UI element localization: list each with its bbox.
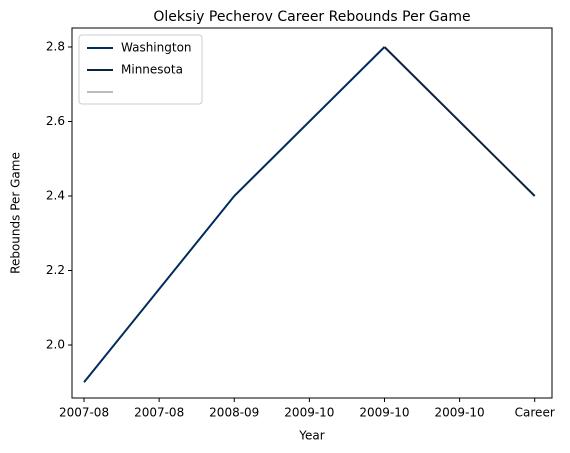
y-tick-label: 2.0 [46, 337, 65, 351]
legend-label: Minnesota [121, 63, 183, 77]
x-tick-label: 2009-10 [435, 406, 485, 420]
chart-title: Oleksiy Pecherov Career Rebounds Per Gam… [153, 9, 470, 25]
y-tick-label: 2.8 [46, 39, 65, 53]
x-tick-label: 2009-10 [284, 406, 334, 420]
x-tick-label: 2009-10 [359, 406, 409, 420]
line [383, 46, 536, 197]
y-tick-label: 2.2 [46, 263, 65, 277]
y-tick-label: 2.4 [46, 188, 65, 202]
y-axis-label: Rebounds Per Game [9, 152, 23, 274]
x-tick-label: 2008-09 [209, 406, 259, 420]
x-tick-label: Career [515, 406, 555, 420]
legend-box [78, 34, 203, 105]
line [83, 46, 386, 383]
y-tick-label: 2.6 [46, 114, 65, 128]
x-axis-label: Year [298, 429, 324, 443]
axes-frame [71, 27, 553, 399]
x-tick-label: 2007-08 [134, 406, 184, 420]
x-tick-label: 2007-08 [59, 406, 109, 420]
legend-label: Washington [121, 41, 192, 55]
